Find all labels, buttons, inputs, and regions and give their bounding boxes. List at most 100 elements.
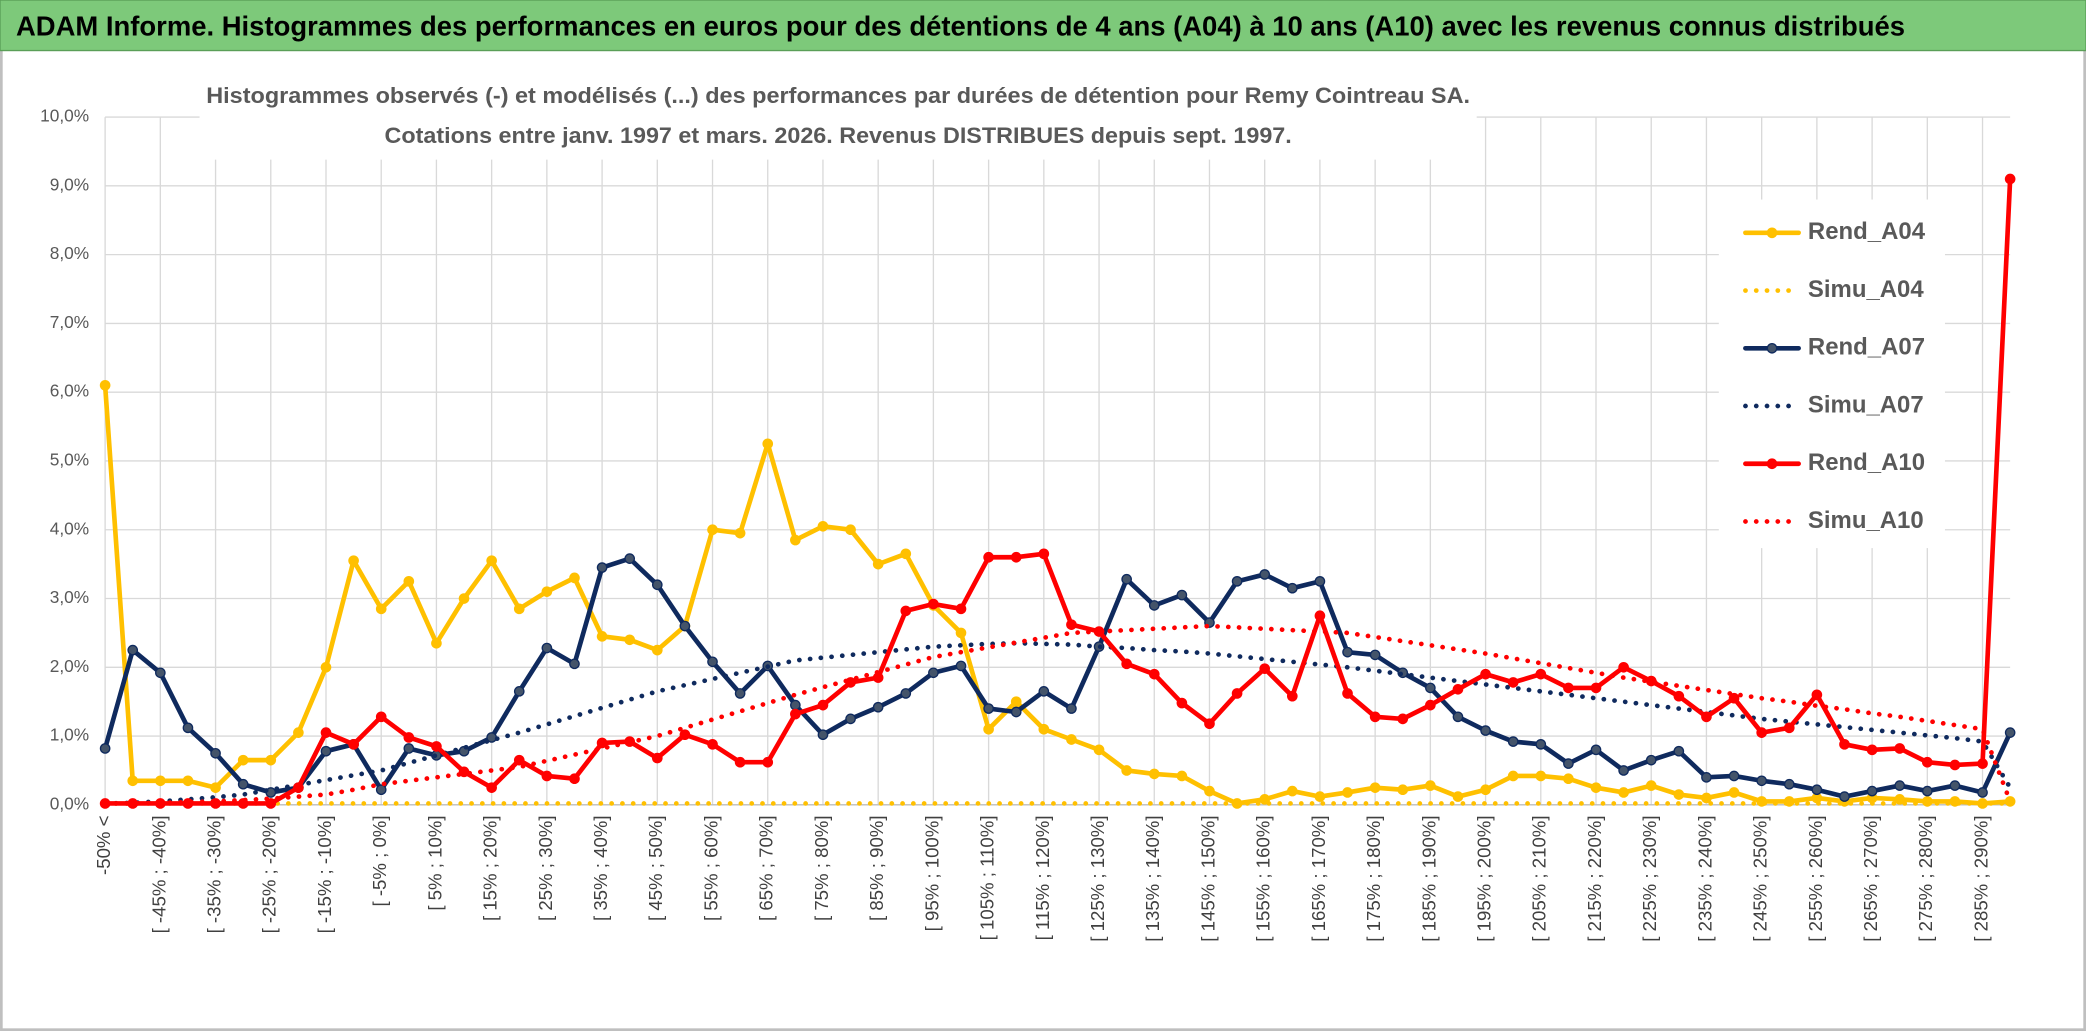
marker — [1535, 770, 1547, 782]
marker — [1756, 727, 1767, 738]
marker — [265, 754, 277, 766]
marker — [237, 778, 249, 790]
marker — [1452, 683, 1464, 695]
x-tick-label: [ 75% ; 80%] — [811, 815, 832, 921]
marker — [210, 782, 221, 793]
marker — [569, 658, 580, 670]
marker — [1066, 619, 1077, 630]
marker — [1645, 754, 1657, 766]
x-tick-label: [ 135% ; 140%] — [1142, 815, 1163, 941]
marker — [983, 723, 994, 735]
marker — [293, 782, 304, 793]
x-tick-label: [ 275% ; 280%] — [1915, 815, 1936, 941]
x-tick-label: [ 265% ; 270%] — [1860, 815, 1881, 941]
marker — [403, 743, 415, 754]
marker — [1618, 765, 1629, 776]
x-tick-label: [ -35% ; -30%] — [203, 815, 224, 933]
marker — [1204, 718, 1215, 730]
x-tick-label: [ 25% ; 30%] — [535, 815, 556, 921]
marker — [1673, 745, 1685, 757]
marker — [651, 752, 663, 764]
marker — [1590, 682, 1602, 694]
x-tick-label: [ 245% ; 250%] — [1750, 815, 1771, 941]
marker — [127, 644, 139, 656]
marker — [1452, 791, 1464, 802]
marker — [734, 756, 746, 768]
marker — [1010, 696, 1022, 707]
marker — [458, 593, 470, 604]
marker — [734, 527, 746, 539]
marker — [1894, 794, 1906, 805]
y-tick-label: 4,0% — [50, 518, 89, 538]
x-tick-label: [ 125% ; 130%] — [1087, 815, 1108, 941]
title-box — [199, 77, 1477, 160]
x-tick-label: [ -45% ; -40%] — [148, 815, 169, 933]
marker — [955, 660, 967, 672]
marker — [1673, 690, 1685, 702]
marker — [1397, 784, 1409, 796]
marker — [1259, 569, 1271, 580]
series-layer — [99, 173, 2016, 809]
legend-box — [1718, 199, 1945, 549]
marker — [1701, 772, 1712, 783]
marker — [707, 656, 718, 668]
marker — [375, 784, 387, 796]
marker — [1286, 690, 1298, 702]
marker — [983, 703, 994, 714]
marker — [1176, 589, 1188, 601]
marker — [845, 524, 856, 536]
marker — [1590, 744, 1602, 756]
marker — [513, 603, 525, 615]
marker — [1728, 770, 1740, 782]
marker — [1369, 782, 1381, 793]
marker — [1452, 711, 1464, 723]
x-tick-label: [ 15% ; 20%] — [480, 815, 501, 921]
y-tick-label: 10,0% — [40, 106, 89, 126]
marker — [872, 558, 884, 570]
y-tick-label: 3,0% — [50, 587, 89, 607]
x-tick-label: [ -25% ; -20%] — [259, 815, 280, 933]
marker — [955, 603, 967, 615]
marker — [845, 713, 856, 725]
x-tick-label: [ 55% ; 60%] — [700, 815, 721, 921]
x-tick-label: [ 155% ; 160%] — [1253, 815, 1274, 941]
marker — [1231, 688, 1243, 699]
x-tick-label: [ 145% ; 150%] — [1197, 815, 1218, 941]
marker — [486, 555, 497, 567]
marker — [348, 555, 359, 567]
marker — [1839, 738, 1850, 750]
marker — [1148, 668, 1160, 680]
y-tick-label: 2,0% — [50, 656, 89, 676]
x-tick-label: [ 45% ; 50%] — [645, 815, 666, 921]
y-tick-label: 5,0% — [50, 450, 89, 470]
x-tick-label: [ 205% ; 210%] — [1529, 815, 1550, 941]
legend-label: Rend_A07 — [1808, 334, 1925, 361]
marker — [513, 754, 525, 766]
marker — [1480, 668, 1491, 680]
x-tick-label: [ 105% ; 110%] — [977, 815, 998, 940]
marker — [1673, 789, 1685, 800]
marker — [734, 688, 746, 699]
marker — [1811, 689, 1823, 701]
marker — [569, 572, 580, 584]
marker — [1563, 682, 1574, 694]
marker — [1286, 785, 1298, 797]
marker — [320, 727, 332, 738]
marker — [1425, 682, 1436, 694]
legend-label: Rend_A04 — [1808, 218, 1926, 245]
marker — [1259, 663, 1271, 674]
marker — [1314, 610, 1326, 622]
marker — [1811, 784, 1823, 796]
y-tick-label: 0,0% — [50, 793, 89, 813]
marker — [513, 686, 525, 697]
x-tick-label: [ 5% ; 10%] — [424, 815, 445, 910]
marker — [182, 775, 194, 787]
marker — [1701, 792, 1712, 804]
marker — [1894, 743, 1906, 754]
marker — [265, 798, 277, 809]
marker — [127, 775, 139, 787]
marker — [1977, 758, 1988, 769]
marker — [1259, 794, 1271, 805]
marker — [651, 644, 663, 656]
marker — [1949, 759, 1961, 771]
